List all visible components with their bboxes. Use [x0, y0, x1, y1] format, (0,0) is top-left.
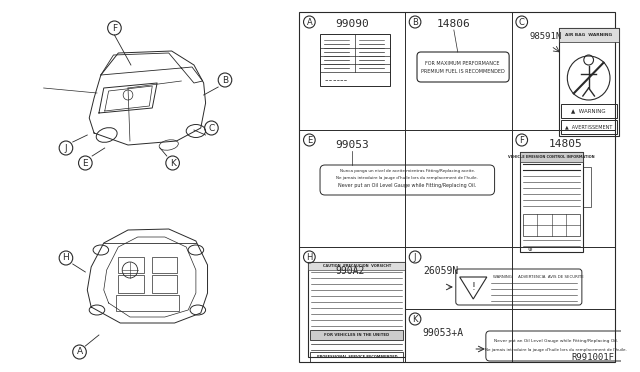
- Bar: [320, 34, 390, 86]
- Text: CAUTION  PRECAUCION  VORSICHT: CAUTION PRECAUCION VORSICHT: [323, 264, 391, 268]
- Text: B: B: [412, 17, 418, 26]
- Bar: [561, 104, 617, 118]
- Bar: [116, 295, 179, 311]
- Text: ▲  WARNING: ▲ WARNING: [572, 109, 606, 113]
- Text: WARNING     ADVERTENCIA  AVIS DE SECURITE: WARNING ADVERTENCIA AVIS DE SECURITE: [493, 275, 584, 279]
- Text: ⊕: ⊕: [527, 247, 532, 251]
- Text: !: !: [471, 282, 475, 292]
- Bar: [152, 275, 177, 293]
- Text: 26059N: 26059N: [423, 266, 458, 276]
- Text: 99053: 99053: [335, 140, 369, 150]
- Text: K: K: [412, 314, 418, 324]
- Bar: [520, 152, 583, 162]
- Text: H: H: [63, 253, 69, 263]
- Bar: [310, 330, 403, 340]
- Bar: [561, 120, 617, 134]
- Bar: [308, 262, 405, 270]
- Text: F: F: [112, 23, 117, 32]
- Text: VEHICLE EMISSION CONTROL INFORMATION: VEHICLE EMISSION CONTROL INFORMATION: [508, 155, 595, 159]
- Text: H: H: [306, 253, 312, 262]
- Text: ▲  AVERTISSEMENT: ▲ AVERTISSEMENT: [565, 125, 612, 129]
- Bar: [152, 257, 177, 273]
- Text: B: B: [222, 76, 228, 84]
- Bar: [118, 257, 143, 273]
- Text: 990A2: 990A2: [335, 266, 365, 276]
- Text: Never put an Oil Level Gauge while Fitting/Replacing Oil.: Never put an Oil Level Gauge while Fitti…: [494, 339, 618, 343]
- Text: F: F: [519, 135, 524, 144]
- Bar: [559, 28, 619, 136]
- Bar: [310, 352, 403, 362]
- Bar: [118, 275, 143, 293]
- Bar: [583, 167, 591, 207]
- Text: E: E: [307, 135, 312, 144]
- Text: Ne jamais introduire la jauge d'huile lors du remplacement de l'huile.: Ne jamais introduire la jauge d'huile lo…: [337, 176, 478, 180]
- Text: Never put an Oil Level Gauge while Fitting/Replacing Oil.: Never put an Oil Level Gauge while Fitti…: [338, 183, 476, 187]
- Bar: [299, 12, 615, 362]
- Text: 99053+A: 99053+A: [423, 328, 464, 338]
- Bar: [523, 214, 580, 236]
- Text: A: A: [307, 17, 312, 26]
- Text: 98591N: 98591N: [529, 32, 562, 41]
- Text: A: A: [76, 347, 83, 356]
- Text: 14806: 14806: [437, 19, 471, 29]
- Text: FOR VEHICLES IN THE UNITED: FOR VEHICLES IN THE UNITED: [324, 333, 390, 337]
- Text: 99090: 99090: [335, 19, 369, 29]
- Text: 14805: 14805: [548, 139, 582, 149]
- Text: Nunca ponga un nivel de aceite mientras Fitting/Replacing aceite.: Nunca ponga un nivel de aceite mientras …: [340, 169, 475, 173]
- Text: PROFESSIONAL SERVICE RECOMMENDED: PROFESSIONAL SERVICE RECOMMENDED: [317, 355, 397, 359]
- Text: K: K: [170, 158, 175, 167]
- Text: Ne jamais introduire la jauge d'huile lors du remplacement de l'huile.: Ne jamais introduire la jauge d'huile lo…: [485, 348, 627, 352]
- Bar: [520, 152, 583, 252]
- Text: J: J: [65, 144, 67, 153]
- Text: FOR MAXIMUM PERFORMANCE: FOR MAXIMUM PERFORMANCE: [426, 61, 500, 65]
- Text: C: C: [519, 17, 525, 26]
- Bar: [559, 28, 619, 42]
- Bar: [308, 262, 405, 357]
- Text: AIR BAG  WARNING: AIR BAG WARNING: [565, 33, 612, 37]
- Text: R991001F: R991001F: [572, 353, 615, 362]
- Text: E: E: [83, 158, 88, 167]
- Text: C: C: [208, 124, 214, 132]
- Text: PREMIUM FUEL IS RECOMMENDED: PREMIUM FUEL IS RECOMMENDED: [420, 68, 504, 74]
- Text: J: J: [414, 253, 416, 262]
